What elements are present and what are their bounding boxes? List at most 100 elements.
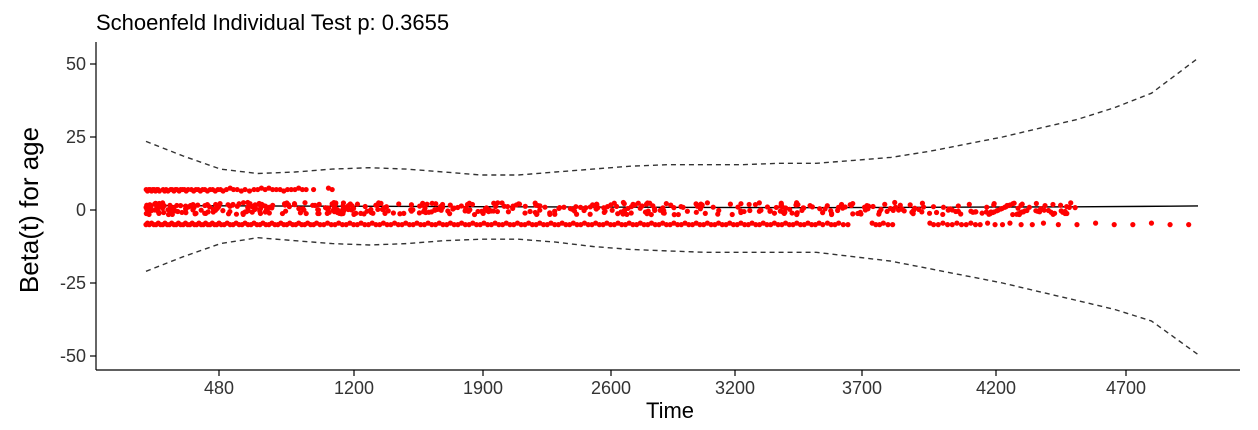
- residual-point: [935, 222, 941, 228]
- residual-point: [262, 209, 268, 215]
- residual-point: [697, 206, 703, 212]
- residual-point: [609, 207, 615, 213]
- residual-point: [1036, 208, 1042, 214]
- residual-point: [485, 208, 492, 215]
- residual-point: [968, 220, 974, 226]
- residual-point: [522, 203, 528, 209]
- residual-point: [999, 222, 1006, 228]
- y-axis-ticks: -50 -25 0 25 50: [60, 54, 96, 366]
- residual-point: [828, 210, 835, 217]
- residual-point: [193, 210, 199, 216]
- residual-point: [890, 207, 896, 213]
- residual-point: [573, 211, 580, 217]
- residual-point: [968, 208, 974, 214]
- residual-point: [284, 200, 290, 206]
- residual-point: [589, 202, 596, 208]
- residual-point: [587, 211, 593, 217]
- residual-point: [159, 205, 166, 211]
- residual-points-layer: [143, 185, 1192, 228]
- confidence-band-layer: [145, 57, 1199, 356]
- residual-point: [434, 206, 441, 212]
- residual-point: [864, 202, 870, 209]
- residual-point: [225, 202, 231, 208]
- residual-point: [698, 201, 704, 207]
- residual-point: [317, 222, 323, 228]
- residual-point: [630, 222, 636, 228]
- residual-point: [522, 210, 528, 216]
- residual-point: [273, 186, 279, 193]
- residual-point: [771, 210, 778, 216]
- residual-point: [1092, 220, 1099, 226]
- residual-point: [955, 203, 961, 209]
- residual-point: [671, 205, 677, 211]
- x-tick-label: 480: [204, 378, 234, 398]
- residual-point: [652, 207, 658, 213]
- residual-point: [234, 186, 240, 193]
- residual-point: [671, 212, 677, 218]
- residual-point: [310, 202, 316, 208]
- residual-point: [778, 202, 784, 208]
- residual-point: [1074, 222, 1080, 228]
- residual-point: [303, 210, 309, 217]
- residual-point: [594, 201, 600, 207]
- residual-point: [247, 201, 253, 207]
- residual-point: [291, 201, 298, 207]
- residual-point: [910, 208, 917, 214]
- residual-point: [704, 200, 711, 206]
- residual-point: [890, 222, 896, 228]
- residual-point: [358, 210, 364, 217]
- residual-point: [420, 200, 426, 206]
- residual-point: [450, 206, 456, 212]
- residual-point: [1018, 222, 1024, 228]
- lower-confidence-band: [145, 236, 1199, 356]
- residual-point: [1058, 202, 1064, 208]
- residual-point: [351, 222, 357, 228]
- residual-point: [216, 204, 222, 210]
- residual-point: [919, 209, 925, 215]
- residual-point: [1111, 222, 1117, 228]
- residual-point: [1029, 222, 1035, 228]
- residual-point: [491, 200, 497, 206]
- residual-point: [316, 201, 322, 207]
- x-tick-label: 2600: [591, 378, 631, 398]
- residual-point: [794, 210, 800, 216]
- residual-point: [259, 201, 265, 207]
- x-tick-label: 1200: [334, 378, 374, 398]
- residual-point: [920, 204, 927, 210]
- residual-point: [940, 204, 947, 210]
- residual-point: [977, 222, 983, 228]
- residual-point: [1042, 202, 1048, 209]
- residual-point: [240, 211, 246, 217]
- chart-title: Schoenfeld Individual Test p: 0.3655: [96, 10, 449, 35]
- residual-point: [552, 222, 558, 228]
- residual-point: [471, 211, 478, 218]
- residual-point: [198, 207, 204, 213]
- residual-point: [540, 222, 547, 228]
- residual-point: [1167, 222, 1173, 228]
- residual-point: [266, 204, 273, 210]
- residual-point: [155, 209, 162, 215]
- residual-point: [645, 208, 651, 214]
- residual-point: [897, 202, 903, 208]
- residual-point: [478, 208, 485, 214]
- residual-point: [873, 222, 879, 228]
- residual-point: [315, 210, 321, 217]
- residual-point: [828, 222, 834, 228]
- residual-point: [738, 208, 744, 214]
- residual-point: [220, 208, 226, 214]
- residual-point: [753, 222, 759, 228]
- residual-point: [882, 201, 888, 207]
- residual-point: [495, 200, 501, 206]
- residual-point: [233, 211, 240, 217]
- residual-point: [1068, 200, 1074, 206]
- residual-point: [227, 208, 233, 215]
- residual-point: [767, 208, 773, 214]
- residual-point: [230, 186, 237, 193]
- residual-point: [168, 204, 174, 210]
- residual-point: [1050, 201, 1056, 208]
- residual-point: [674, 222, 681, 228]
- residual-point: [907, 202, 913, 208]
- residual-point: [406, 222, 413, 228]
- residual-point: [242, 186, 248, 193]
- residual-point: [240, 200, 247, 206]
